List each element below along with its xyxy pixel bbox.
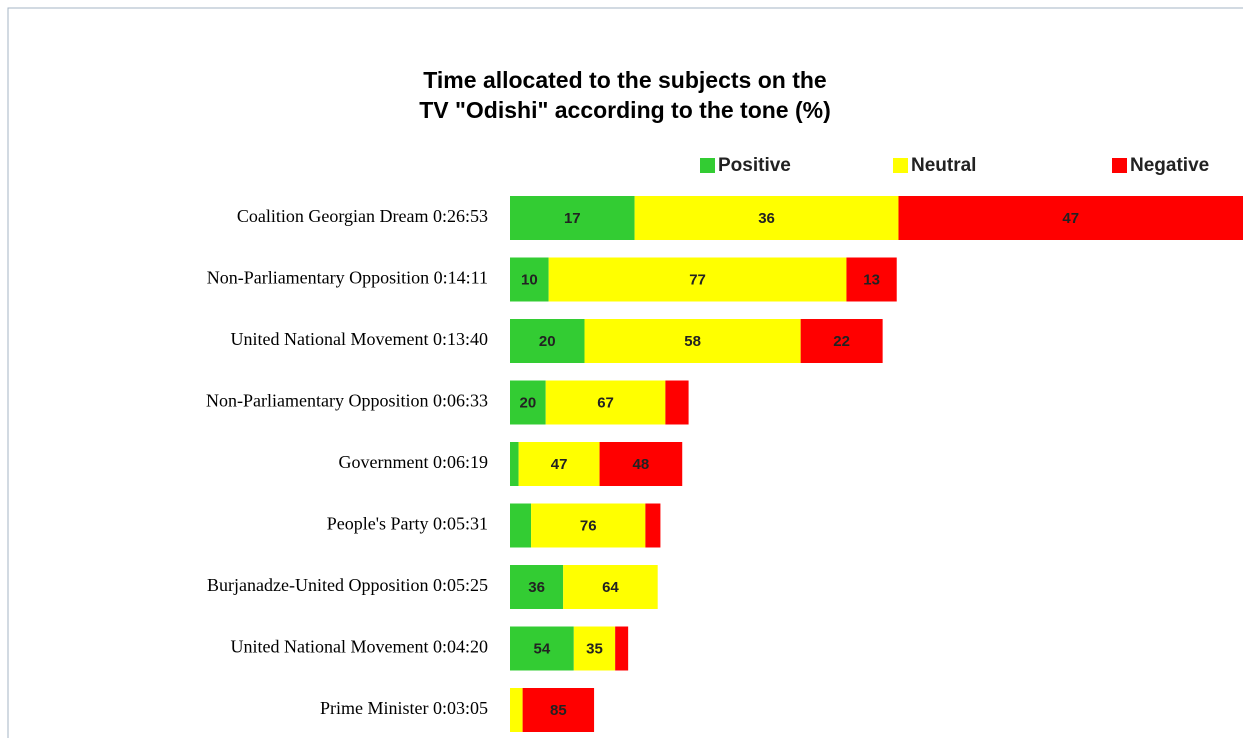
category-label: United National Movement 0:13:40 — [231, 329, 488, 349]
data-label: 48 — [633, 456, 650, 473]
chart-title: Time allocated to the subjects on the — [423, 67, 826, 93]
data-label: 36 — [758, 210, 775, 227]
bar-segment — [510, 319, 585, 363]
bar-segment — [563, 565, 658, 609]
category-label: United National Movement 0:04:20 — [231, 637, 488, 657]
bar-segment — [522, 688, 595, 732]
data-label: 47 — [551, 456, 568, 473]
data-label: 13 — [863, 271, 880, 288]
data-label: 47 — [1062, 210, 1079, 227]
bar-segment — [545, 380, 666, 425]
bar-segment — [634, 196, 899, 240]
bar-segment — [665, 380, 689, 425]
legend-label: Neutral — [911, 155, 976, 176]
bar-segment — [800, 319, 883, 363]
legend-swatch — [893, 158, 908, 173]
bar-segment — [898, 196, 1243, 240]
category-label: Burjanadze-United Opposition 0:05:25 — [207, 575, 488, 595]
bar-segment — [518, 442, 600, 486]
bar-segment — [510, 626, 574, 671]
data-label: 85 — [550, 702, 567, 719]
frame — [7, 7, 1243, 738]
data-label: 54 — [534, 640, 551, 657]
bar-segment — [510, 442, 519, 486]
data-label: 67 — [597, 394, 614, 411]
category-label: Non-Parliamentary Opposition 0:06:33 — [206, 391, 488, 411]
bar-segment — [599, 442, 683, 486]
data-label: 17 — [564, 210, 581, 227]
bar-segment — [510, 196, 635, 240]
data-label: 35 — [586, 640, 603, 657]
bar-segment — [548, 257, 847, 302]
category-label: Coalition Georgian Dream 0:26:53 — [237, 206, 488, 226]
legend-swatch — [1112, 158, 1127, 173]
bar-segment — [510, 257, 549, 302]
bar-segment — [645, 503, 661, 548]
data-label: 77 — [689, 271, 706, 288]
bar-segment — [510, 503, 532, 548]
bar-segment — [573, 626, 616, 671]
legend-label: Positive — [718, 155, 791, 176]
data-label: 20 — [539, 333, 556, 350]
category-label: Government 0:06:19 — [339, 452, 488, 472]
bar-segment — [510, 688, 523, 732]
legend-label: Negative — [1130, 155, 1209, 176]
data-label: 76 — [580, 517, 597, 534]
bar-segment — [510, 380, 546, 425]
category-label: Prime Minister 0:03:05 — [320, 698, 488, 718]
bar-segment — [615, 626, 629, 671]
data-label: 20 — [520, 394, 537, 411]
bar-segment — [510, 565, 564, 609]
bar-segment — [584, 319, 801, 363]
legend-swatch — [700, 158, 715, 173]
data-label: 36 — [528, 579, 545, 596]
bar-segment — [846, 257, 897, 302]
bar-segment — [531, 503, 646, 548]
chart-subtitle: TV "Odishi" according to the tone (%) — [419, 97, 831, 123]
data-label: 10 — [521, 271, 538, 288]
data-label: 58 — [684, 333, 701, 350]
data-label: 22 — [833, 333, 850, 350]
category-label: Non-Parliamentary Opposition 0:14:11 — [207, 268, 488, 288]
category-label: People's Party 0:05:31 — [327, 514, 488, 534]
data-label: 64 — [602, 579, 619, 596]
